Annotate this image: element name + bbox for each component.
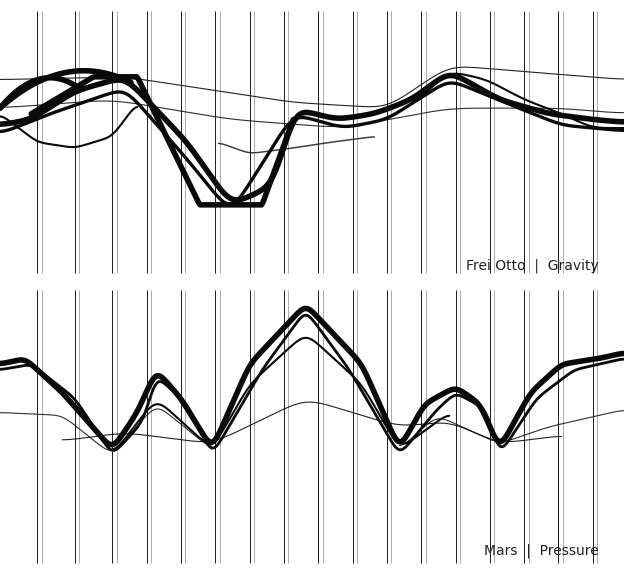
Text: Frei Otto  |  Gravity: Frei Otto | Gravity [466,259,599,273]
Text: Mars  |  Pressure: Mars | Pressure [484,543,599,558]
